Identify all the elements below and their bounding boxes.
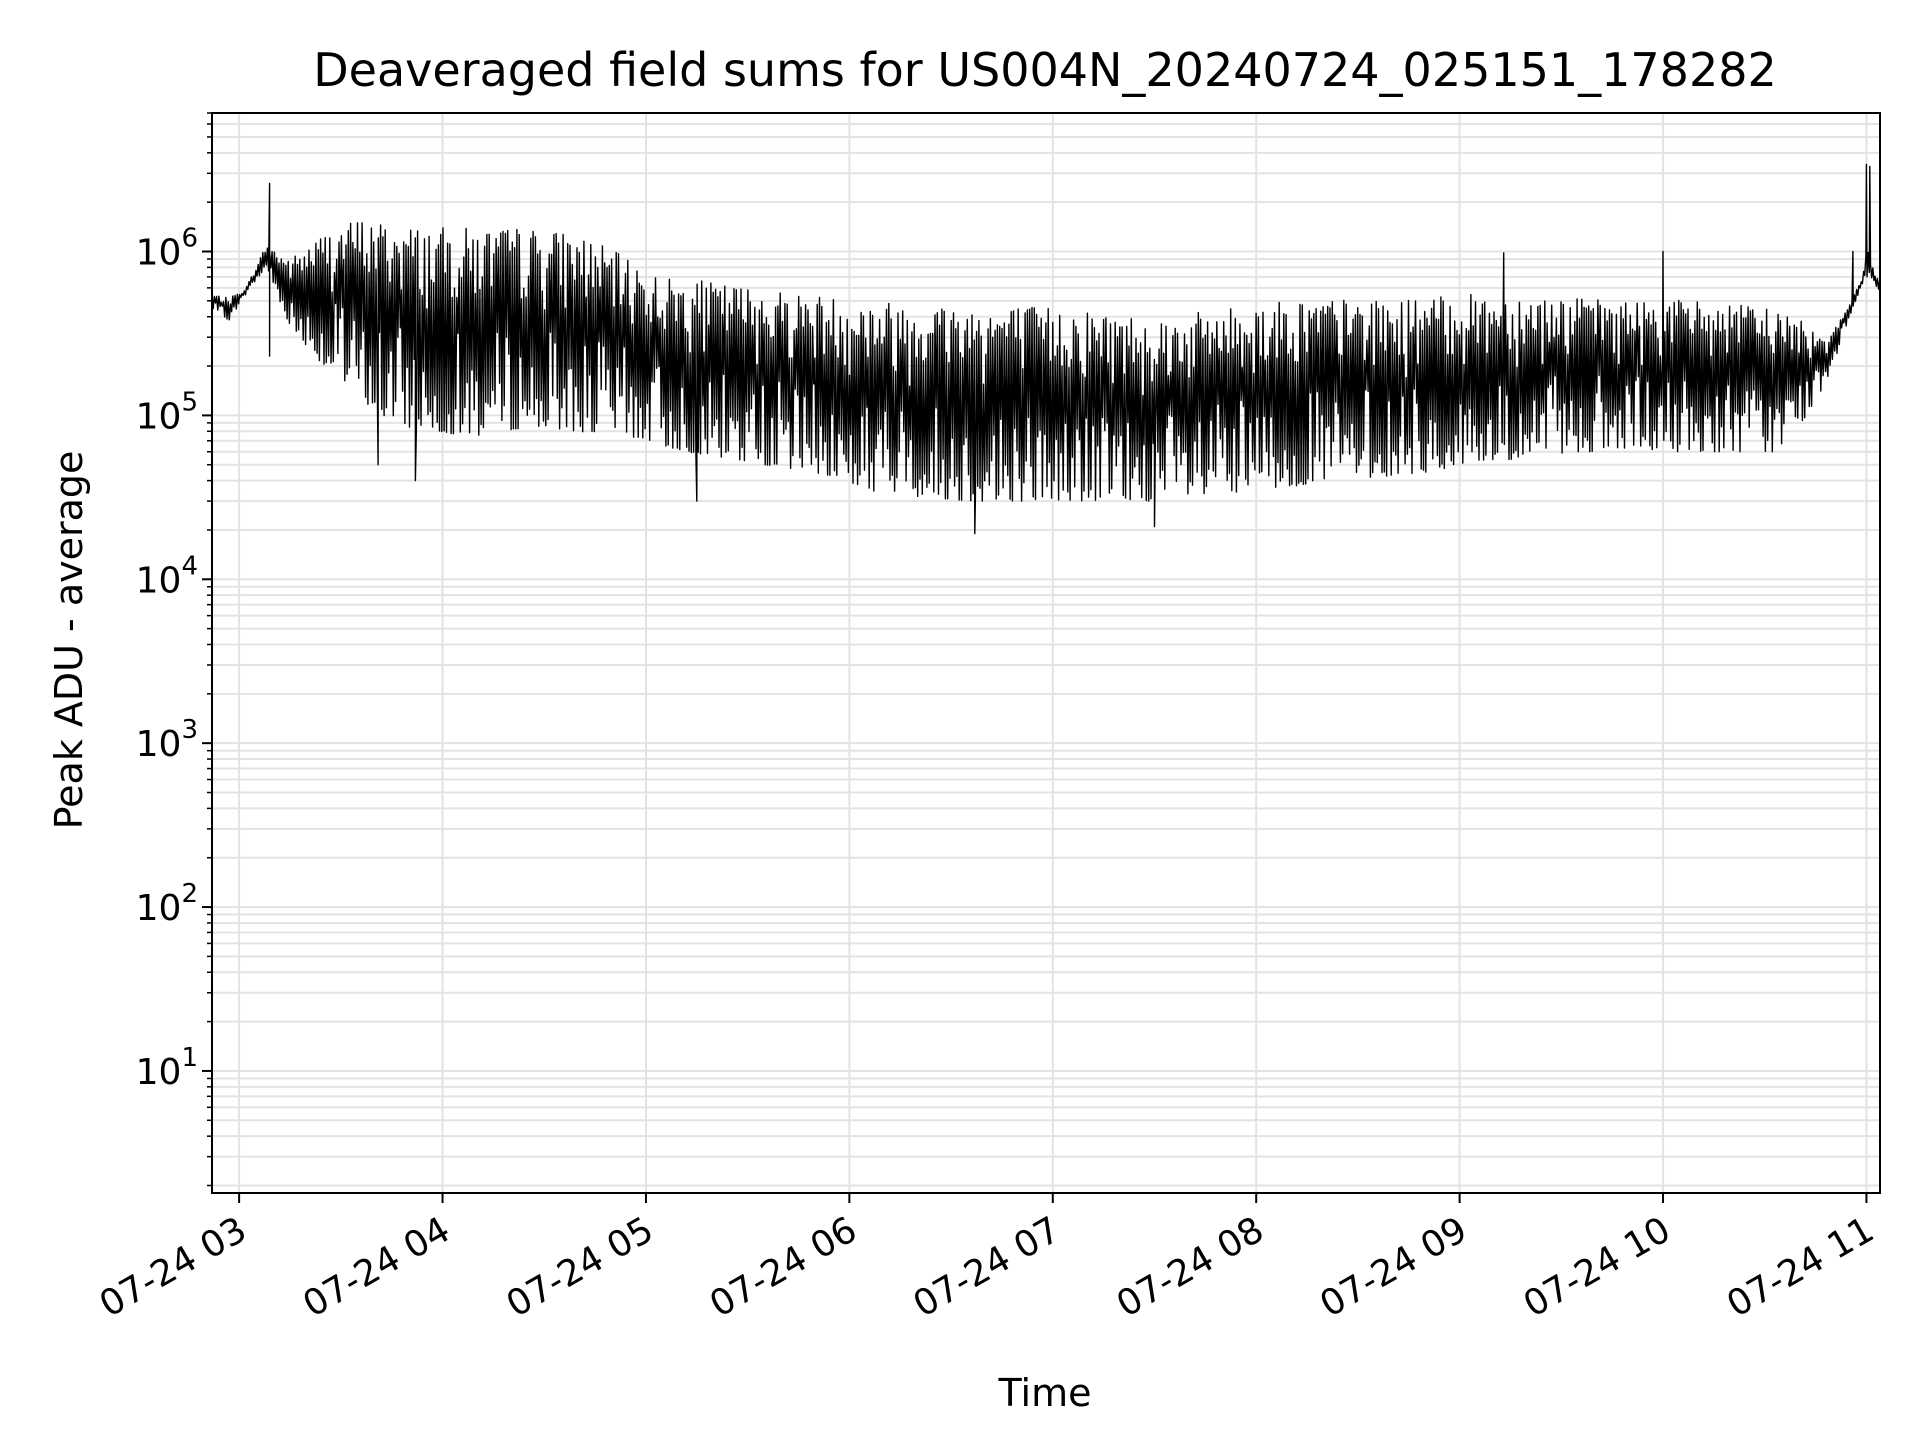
y-tick-base: 10 xyxy=(136,233,182,274)
y-tick-exponent: 5 xyxy=(181,387,198,417)
y-tick-label: 102 xyxy=(136,879,198,929)
y-tick-label: 103 xyxy=(136,715,198,765)
y-tick-exponent: 2 xyxy=(181,879,198,909)
y-tick-label: 105 xyxy=(136,387,198,437)
series-line xyxy=(212,163,1880,1141)
y-tick-base: 10 xyxy=(136,724,182,765)
grid xyxy=(212,112,1880,1193)
y-tick-label: 104 xyxy=(136,551,198,601)
series-layer xyxy=(212,163,1880,1141)
y-tick-base: 10 xyxy=(136,396,182,437)
y-tick-exponent: 1 xyxy=(181,1043,198,1073)
y-tick-exponent: 3 xyxy=(181,715,198,745)
y-tick-base: 10 xyxy=(136,1052,182,1093)
y-tick-label: 101 xyxy=(136,1043,198,1093)
chart-title: Deaveraged field sums for US004N_2024072… xyxy=(313,43,1777,97)
x-axis-label: Time xyxy=(998,1371,1092,1415)
y-tick-exponent: 6 xyxy=(181,224,198,254)
y-tick-label: 106 xyxy=(136,224,198,274)
plot-frame xyxy=(211,112,1881,1194)
y-tick-base: 10 xyxy=(136,888,182,929)
y-tick-exponent: 4 xyxy=(181,551,198,581)
y-tick-base: 10 xyxy=(136,560,182,601)
y-axis-label: Peak ADU - average xyxy=(47,451,91,830)
